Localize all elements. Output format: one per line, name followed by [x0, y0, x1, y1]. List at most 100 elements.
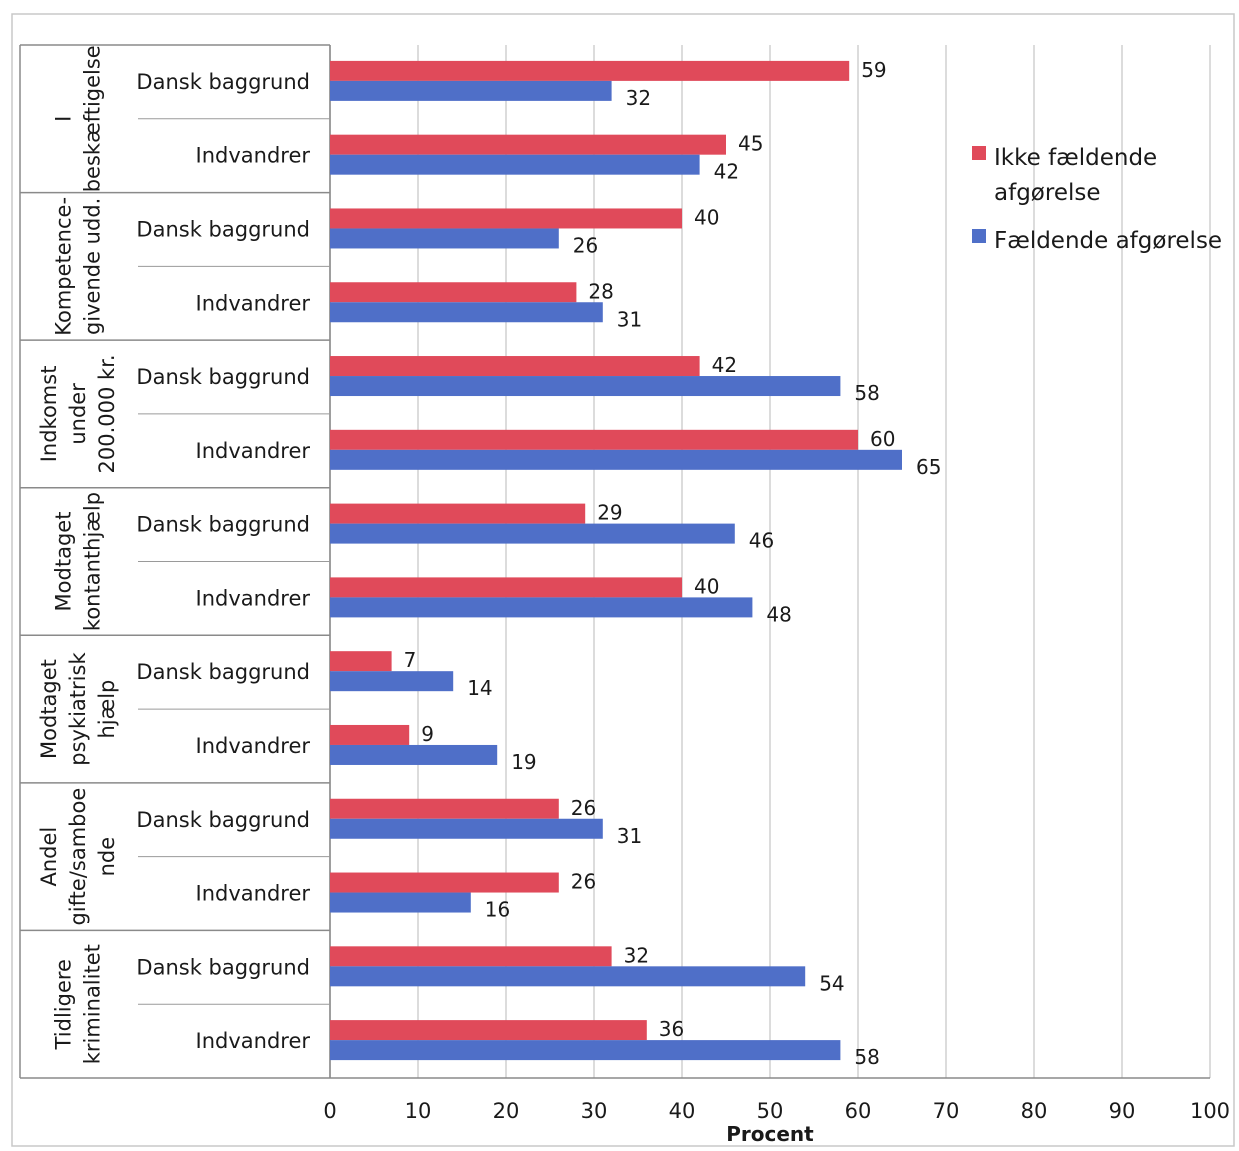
data-label: 58 [854, 381, 879, 405]
group-label: Modtaget kontanthjælp [52, 492, 105, 631]
bar-ikke-faeldende [330, 946, 612, 967]
legend: Ikke fældende afgørelse Fældende afgørelse [972, 145, 1222, 254]
data-label: 60 [870, 427, 895, 451]
category-label: Indvandrer [196, 734, 311, 758]
data-labels: 5932454240262831425860652946404871491926… [404, 58, 942, 1069]
bar-faeldende [330, 449, 902, 470]
category-label: Dansk baggrund [136, 217, 310, 241]
group-label: Indkomst under 200.000 kr. [37, 354, 119, 473]
bar-faeldende [330, 228, 559, 249]
category-label: Dansk baggrund [136, 955, 310, 979]
bar-ikke-faeldende [330, 503, 586, 524]
category-label: Dansk baggrund [136, 513, 310, 537]
x-tick-label: 20 [493, 1099, 520, 1123]
group-label-line: beskæftigelse [81, 45, 105, 192]
bar-faeldende [330, 523, 735, 544]
category-label: Dansk baggrund [136, 808, 310, 832]
group-label-line: under [66, 383, 90, 445]
data-label: 16 [485, 898, 510, 922]
bar-ikke-faeldende [330, 429, 858, 450]
group-label-line: Indkomst [37, 366, 61, 463]
group-label-line: hjælp [95, 680, 119, 739]
data-label: 32 [624, 943, 649, 967]
x-tick-label: 30 [581, 1099, 608, 1123]
bar-faeldende [330, 818, 603, 839]
x-tick-label: 100 [1190, 1099, 1230, 1123]
data-label: 31 [617, 824, 642, 848]
bar-ikke-faeldende [330, 577, 682, 598]
category-label: Indvandrer [196, 882, 311, 906]
legend-label: Fældende afgørelse [994, 228, 1222, 254]
data-label: 26 [571, 870, 596, 894]
bar-faeldende [330, 154, 700, 175]
bars [330, 60, 902, 1061]
bar-ikke-faeldende [330, 134, 726, 155]
group-label-line: psykiatrisk [66, 652, 90, 766]
category-label: Dansk baggrund [136, 660, 310, 684]
category-label: Indvandrer [196, 1029, 311, 1053]
data-label: 36 [659, 1017, 684, 1041]
group-label-line: Andel [37, 827, 61, 887]
bar-ikke-faeldende [330, 282, 577, 303]
bar-faeldende [330, 892, 471, 913]
data-label: 26 [573, 233, 598, 257]
bar-ikke-faeldende [330, 651, 392, 672]
data-label: 40 [694, 574, 719, 598]
bar-ikke-faeldende [330, 208, 682, 229]
data-label: 65 [916, 455, 941, 479]
bar-ikke-faeldende [330, 724, 410, 745]
group-label-line: Modtaget [37, 659, 61, 759]
group-label-line: kontanthjælp [81, 492, 105, 631]
bar-ikke-faeldende [330, 356, 700, 377]
x-tick-label: 50 [757, 1099, 784, 1123]
group-label-line: gifte/samboe [66, 788, 90, 926]
bar-faeldende [330, 80, 612, 101]
bar-ikke-faeldende [330, 60, 850, 81]
group-label-line: Modtaget [52, 512, 76, 612]
bar-faeldende [330, 302, 603, 323]
x-axis-title: Procent [726, 1122, 814, 1146]
group-label-line: Kompetence- [52, 197, 76, 336]
data-label: 46 [749, 529, 774, 553]
group-label-line: kriminalitet [81, 944, 105, 1064]
data-label: 19 [511, 750, 536, 774]
legend-swatch [972, 229, 986, 243]
data-label: 28 [588, 279, 613, 303]
data-label: 9 [421, 722, 434, 746]
x-tick-label: 80 [1021, 1099, 1048, 1123]
category-label: Dansk baggrund [136, 70, 310, 94]
group-label: Andel gifte/samboe nde [37, 788, 119, 926]
x-tick-label: 60 [845, 1099, 872, 1123]
data-label: 32 [626, 86, 651, 110]
category-label: Indvandrer [196, 144, 311, 168]
data-label: 14 [467, 676, 492, 700]
bar-faeldende [330, 376, 841, 397]
legend-label: Ikke fældende [994, 145, 1157, 171]
group-label-line: nde [95, 837, 119, 877]
data-label: 42 [714, 160, 739, 184]
data-label: 31 [617, 307, 642, 331]
category-label: Indvandrer [196, 586, 311, 610]
bar-faeldende [330, 744, 498, 765]
data-label: 54 [819, 971, 844, 995]
group-label-line: 200.000 kr. [95, 354, 119, 473]
legend-swatch [972, 146, 986, 160]
x-tick-label: 0 [323, 1099, 336, 1123]
bar-faeldende [330, 671, 454, 692]
data-label: 58 [854, 1045, 879, 1069]
group-label-line: I [52, 116, 76, 122]
bar-faeldende [330, 966, 806, 987]
data-label: 59 [861, 58, 886, 82]
data-label: 45 [738, 132, 763, 156]
group-label: Tidligere kriminalitet [52, 944, 105, 1064]
x-tick-label: 70 [933, 1099, 960, 1123]
data-label: 7 [404, 648, 417, 672]
bar-ikke-faeldende [330, 798, 559, 819]
group-label-line: givende udd. [81, 198, 105, 335]
x-tick-label: 90 [1109, 1099, 1136, 1123]
data-label: 48 [766, 602, 791, 626]
bar-ikke-faeldende [330, 872, 559, 893]
